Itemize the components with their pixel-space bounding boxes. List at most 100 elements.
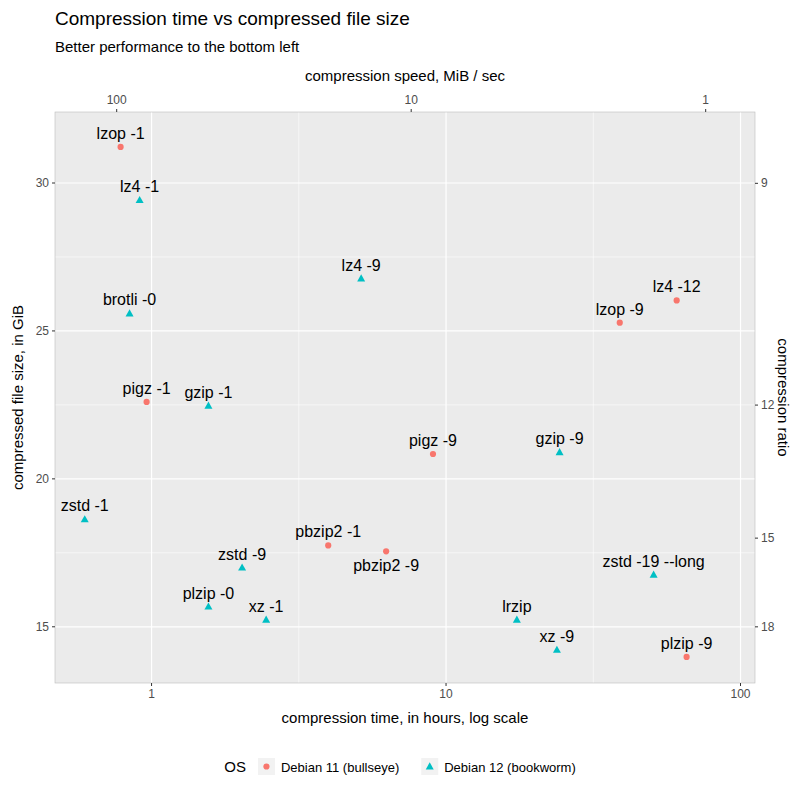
point-label: pigz -9	[409, 432, 457, 449]
point	[553, 646, 561, 653]
point	[383, 548, 389, 554]
point-label: xz -9	[540, 628, 575, 645]
legend: OS Debian 11 (bullseye) Debian 12 (bookwor…	[224, 758, 575, 775]
point-label: lrzip	[502, 598, 531, 615]
tick-label: 1	[148, 687, 155, 701]
point	[144, 399, 150, 405]
tick	[151, 683, 152, 686]
tick	[755, 626, 758, 627]
point	[617, 320, 623, 326]
minor-grid-line	[298, 112, 299, 683]
grid-line	[55, 478, 755, 479]
legend-item: Debian 12 (bookworm)	[421, 758, 576, 775]
point-labels: lzop -1 lz4 -12 lzop -9 pigz -1 pigz -9 pbzip…	[61, 125, 713, 652]
tick-label: 20	[36, 472, 50, 486]
point	[136, 196, 144, 203]
point	[81, 515, 89, 522]
point-label: gzip -9	[536, 430, 584, 447]
point-label: pigz -1	[123, 380, 171, 397]
point	[683, 654, 689, 660]
tick-label: 18	[761, 620, 775, 634]
legend-key	[258, 758, 275, 775]
point-label: plzip -0	[183, 585, 235, 602]
tick	[52, 183, 55, 184]
point-label: xz -1	[249, 598, 284, 615]
point-label: zstd -1	[61, 497, 109, 514]
point-label: lz4 -12	[653, 278, 701, 295]
point-label: plzip -9	[661, 635, 713, 652]
point	[126, 309, 134, 316]
tick	[52, 330, 55, 331]
legend-item: Debian 11 (bullseye)	[258, 758, 399, 775]
grid-line	[55, 330, 755, 331]
tick	[755, 538, 758, 539]
grid-line	[151, 112, 152, 683]
tick-label: 9	[761, 176, 768, 190]
point-label: pbzip2 -1	[295, 523, 361, 540]
axis-title: compression time, in hours, log scale	[282, 709, 529, 726]
legend-key	[421, 758, 438, 775]
point	[118, 144, 124, 150]
tick-label: 10	[439, 687, 453, 701]
point-label: pbzip2 -9	[353, 557, 419, 574]
tick	[116, 109, 117, 112]
tick	[705, 109, 706, 112]
grid-line	[55, 626, 755, 627]
points	[81, 144, 690, 660]
tick-label: 15	[761, 531, 775, 545]
point-label: lz4 -9	[342, 257, 381, 274]
point	[238, 563, 246, 570]
tick	[755, 183, 758, 184]
minor-grid-line	[55, 404, 755, 405]
axis-title: compressed file size, in GiB	[9, 305, 26, 490]
legend-title: OS	[224, 758, 246, 775]
panel	[55, 112, 755, 683]
point	[650, 571, 658, 578]
tick-label: 100	[730, 687, 750, 701]
point	[674, 297, 680, 303]
grid-line	[445, 112, 446, 683]
plot-frame	[55, 112, 755, 683]
tick-label: 1	[702, 93, 709, 107]
point-label: zstd -9	[218, 546, 266, 563]
legend-marker	[426, 762, 434, 769]
point-label: lz4 -1	[120, 178, 159, 195]
point	[204, 402, 212, 409]
point	[513, 615, 521, 622]
grid	[55, 112, 755, 683]
point-label: lzop -1	[97, 125, 145, 142]
tick	[52, 478, 55, 479]
point	[204, 602, 212, 609]
axes: 110100100101152025309121518compression t…	[9, 67, 792, 726]
point	[262, 615, 270, 622]
minor-grid-line	[55, 256, 755, 257]
tick-label: 10	[405, 93, 419, 107]
minor-grid-line	[593, 112, 594, 683]
tick-label: 25	[36, 324, 50, 338]
point-label: brotli -0	[103, 291, 156, 308]
chart: lzop -1 lz4 -12 lzop -9 pigz -1 pigz -9 pbzip…	[0, 0, 800, 800]
tick-label: 30	[36, 176, 50, 190]
tick	[411, 109, 412, 112]
tick	[755, 405, 758, 406]
point	[325, 542, 331, 548]
tick-label: 15	[36, 620, 50, 634]
legend-marker	[263, 763, 269, 769]
legend-label: Debian 12 (bookworm)	[444, 760, 576, 775]
subtitle: Better performance to the bottom left	[55, 38, 300, 55]
grid-line	[740, 112, 741, 683]
axis-title: compression speed, MiB / sec	[305, 67, 506, 84]
point	[430, 451, 436, 457]
point	[556, 448, 564, 455]
title: Compression time vs compressed file size	[55, 8, 410, 29]
point-label: lzop -9	[596, 301, 644, 318]
grid-line	[55, 182, 755, 183]
tick-label: 100	[107, 93, 127, 107]
axis-title: compression ratio	[775, 338, 792, 456]
tick	[446, 683, 447, 686]
point-label: zstd -19 --long	[603, 553, 705, 570]
tick	[740, 683, 741, 686]
legend-label: Debian 11 (bullseye)	[281, 760, 399, 775]
tick	[52, 626, 55, 627]
point-label: gzip -1	[184, 384, 232, 401]
